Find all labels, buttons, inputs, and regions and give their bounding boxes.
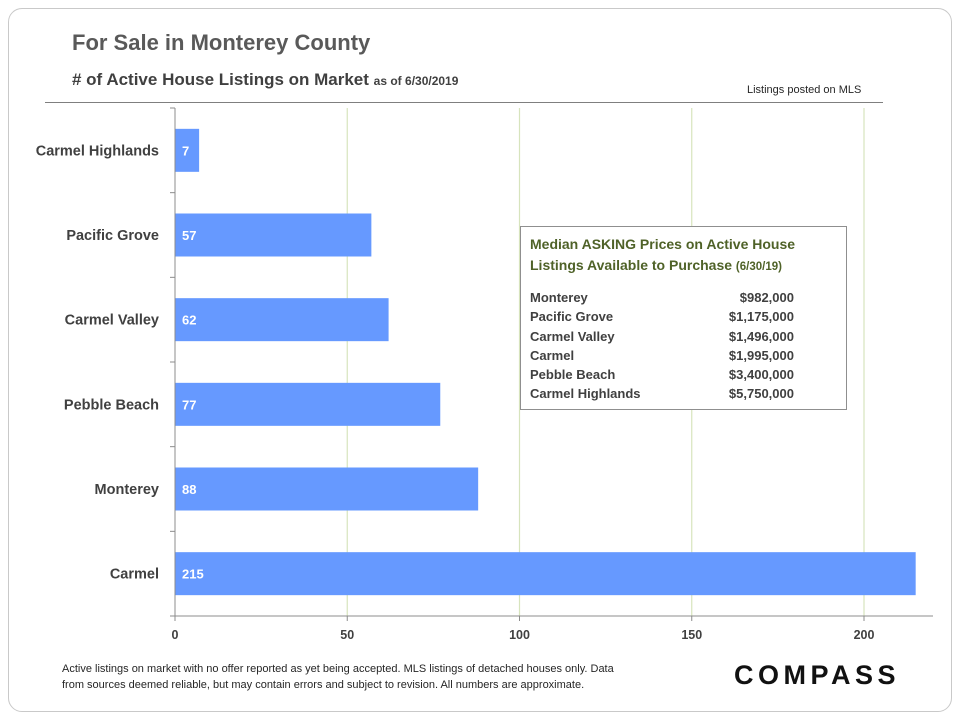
bar [175, 467, 479, 511]
price-row-name: Carmel Valley [530, 328, 615, 344]
footnote-line1: Active listings on market with no offer … [62, 663, 614, 675]
category-label: Pebble Beach [64, 397, 159, 413]
category-label: Monterey [95, 482, 159, 498]
inset-title-line1: Median ASKING Prices on Active House [530, 236, 796, 252]
inset-title-line2: Listings Available to Purchase (6/30/19) [530, 255, 837, 278]
category-label: Carmel Highlands [36, 143, 159, 159]
price-row-name: Pacific Grove [530, 309, 614, 325]
inset-date: (6/30/19) [735, 261, 782, 273]
as-of-date: as of 6/30/2019 [373, 74, 459, 88]
price-row: Pacific Grove $1,175,000 [530, 307, 794, 326]
category-label: Carmel [110, 567, 159, 583]
price-row: Carmel Highlands $5,750,000 [530, 384, 794, 403]
price-row-value: $982,000 [739, 290, 794, 305]
inset-title-line2-text: Listings Available to Purchase [530, 257, 733, 273]
price-row: Carmel Valley $1,496,000 [530, 327, 794, 346]
bar [175, 552, 916, 596]
category-label: Pacific Grove [66, 228, 159, 244]
price-list: Monterey $982,000 Pacific Grove $1,175,0… [530, 288, 837, 404]
bar-value-label: 62 [182, 313, 196, 328]
price-row-name: Carmel [530, 347, 575, 363]
price-row-name: Carmel Highlands [530, 386, 641, 402]
bar [175, 128, 200, 172]
axes [170, 107, 933, 621]
x-tick-label: 0 [172, 628, 179, 642]
bars [175, 128, 916, 596]
x-tick-label: 50 [340, 628, 354, 642]
price-row: Carmel $1,995,000 [530, 346, 794, 365]
median-price-box: Median ASKING Prices on Active House Lis… [520, 226, 847, 410]
price-row-value: $5,750,000 [728, 386, 794, 402]
price-row: Pebble Beach $3,400,000 [530, 365, 794, 384]
compass-logo: COMPASS [734, 660, 901, 690]
price-row-value: $1,995,000 [728, 347, 794, 363]
subtitle-text: # of Active House Listings on Market [72, 70, 369, 89]
footnote-line2: from sources deemed reliable, but may co… [62, 679, 585, 691]
price-row-value: $3,400,000 [728, 367, 794, 383]
bar [175, 213, 372, 257]
page-title: For Sale in Monterey County [72, 30, 371, 55]
price-row-value: $1,496,000 [728, 328, 794, 344]
x-tick-label: 200 [854, 628, 875, 642]
bar [175, 382, 441, 426]
x-tick-label: 150 [681, 628, 702, 642]
x-tick-label: 100 [509, 628, 530, 642]
price-row-name: Monterey [530, 290, 588, 305]
bar-value-label: 215 [182, 567, 204, 582]
bar-value-label: 77 [182, 397, 196, 412]
category-label: Carmel Valley [65, 313, 159, 329]
chart-subtitle: # of Active House Listings on Market as … [72, 70, 458, 90]
price-row: Monterey $982,000 [530, 288, 794, 307]
labels: 7 Carmel Highlands 57 Pacific Grove 62 Carmel… [36, 143, 875, 642]
price-row-value: $1,175,000 [728, 309, 794, 325]
bar-value-label: 57 [182, 228, 196, 243]
bar-value-label: 7 [182, 143, 189, 158]
bar-value-label: 88 [182, 482, 196, 497]
bar [175, 298, 389, 342]
header-divider [45, 102, 883, 103]
source-note: Listings posted on MLS [747, 84, 862, 96]
inset-title: Median ASKING Prices on Active House Lis… [530, 234, 837, 278]
price-row-name: Pebble Beach [530, 367, 616, 383]
footnote: Active listings on market with no offer … [62, 661, 712, 693]
gridlines [346, 108, 865, 616]
